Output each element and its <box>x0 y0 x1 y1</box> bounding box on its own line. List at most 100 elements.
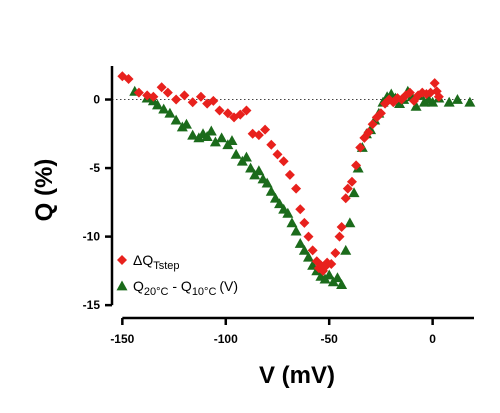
data-point-diamond <box>351 160 362 171</box>
data-point-triangle <box>201 131 213 141</box>
data-point-diamond <box>187 97 198 108</box>
data-point-triangle <box>290 225 302 236</box>
data-point-triangle <box>180 118 192 129</box>
data-point-triangle <box>164 107 176 118</box>
data-point-diamond <box>330 248 341 259</box>
data-point-triangle <box>240 151 252 162</box>
legend-label-subscript: 20°C <box>144 286 169 298</box>
data-point-diamond <box>334 231 345 242</box>
data-point-diamond <box>336 222 347 233</box>
legend: ΔQTstep Q20°C - Q10°C (V) <box>116 252 238 298</box>
data-point-diamond <box>326 259 337 270</box>
legend-label-main: Q <box>133 278 144 294</box>
data-point-triangle <box>226 135 238 146</box>
legend-marker-triangle <box>116 280 128 291</box>
data-point-diamond <box>340 193 351 204</box>
y-tick-label: 0 <box>93 93 100 107</box>
data-point-diamond <box>266 139 277 150</box>
data-point-triangle <box>245 162 257 173</box>
data-point-diamond <box>156 82 167 93</box>
data-point-triangle <box>336 279 348 289</box>
data-point-diamond <box>295 204 306 215</box>
x-tick-label: -100 <box>214 332 238 346</box>
data-point-triangle <box>269 192 281 203</box>
y-tick-label: -5 <box>89 161 100 175</box>
data-point-diamond <box>171 94 182 105</box>
data-point-diamond <box>162 87 173 98</box>
data-point-triangle <box>464 96 476 107</box>
axes <box>110 66 474 320</box>
data-point-triangle <box>348 187 360 198</box>
x-tick-label: -150 <box>110 332 134 346</box>
data-point-triangle <box>303 251 315 262</box>
data-point-diamond <box>195 91 206 102</box>
y-tick-label: -15 <box>83 298 101 312</box>
data-point-diamond <box>272 149 283 160</box>
y-tick-label: -10 <box>83 230 101 244</box>
data-point-diamond <box>214 105 225 116</box>
x-tick-label: 0 <box>429 332 436 346</box>
data-point-triangle <box>253 165 265 176</box>
legend-label-suffix: (V) <box>219 278 238 294</box>
data-point-diamond <box>123 73 134 84</box>
data-point-triangle <box>331 272 343 283</box>
data-point-triangle <box>294 237 306 248</box>
y-axis-title: Q (%) <box>31 159 58 222</box>
data-point-diamond <box>284 169 295 180</box>
data-point-triangle <box>216 132 228 143</box>
data-point-diamond <box>429 78 440 89</box>
data-point-diamond <box>307 245 318 256</box>
data-point-diamond <box>355 142 366 153</box>
x-axis-title: V (mV) <box>259 362 335 389</box>
legend-label-main: ΔQ <box>133 252 153 268</box>
data-point-diamond <box>433 91 444 102</box>
data-point-triangle <box>451 94 463 104</box>
data-point-triangle <box>187 129 199 140</box>
data-point-diamond <box>235 109 246 120</box>
data-point-triangle <box>230 148 242 159</box>
data-point-triangle <box>410 100 422 111</box>
data-point-triangle <box>323 269 335 280</box>
data-point-triangle <box>261 177 273 188</box>
data-point-diamond <box>299 217 310 228</box>
data-point-diamond <box>278 156 289 167</box>
data-point-triangle <box>152 99 164 110</box>
data-point-triangle <box>344 217 356 228</box>
data-point-triangle <box>286 217 298 228</box>
data-point-triangle <box>443 96 455 107</box>
tick-layer: 0 -5 -10 -15 -150 -100 -50 0 <box>83 93 437 346</box>
data-point-triangle <box>274 198 286 209</box>
data-point-diamond <box>247 128 258 139</box>
data-point-triangle <box>265 185 277 196</box>
data-point-triangle <box>340 244 352 255</box>
series-1 <box>117 71 444 276</box>
legend-diamond-shape <box>117 255 127 265</box>
data-point-diamond <box>367 119 378 130</box>
data-point-diamond <box>208 95 219 106</box>
data-point-triangle <box>170 114 182 125</box>
legend-triangle-shape <box>116 280 128 291</box>
data-point-triangle <box>209 136 221 147</box>
legend-label-subscript: 10°C <box>192 286 217 298</box>
data-point-diamond <box>404 87 415 98</box>
data-point-diamond <box>346 176 357 187</box>
data-point-triangle <box>158 103 170 114</box>
data-point-triangle <box>298 244 310 255</box>
x-tick-label: -50 <box>321 332 339 346</box>
data-point-diamond <box>363 127 374 138</box>
data-point-diamond <box>375 108 386 119</box>
data-point-diamond <box>148 91 159 102</box>
legend-label-subscript: Tstep <box>153 260 179 272</box>
legend-label-series-1: ΔQTstep <box>133 252 180 272</box>
legend-label-series-2: Q20°C - Q10°C (V) <box>133 278 238 298</box>
data-points <box>117 71 476 289</box>
data-point-triangle <box>282 207 294 218</box>
series-2 <box>129 85 476 289</box>
data-point-diamond <box>303 231 314 242</box>
legend-label-mid: - Q <box>168 278 191 294</box>
data-point-diamond <box>222 108 233 119</box>
data-point-triangle <box>205 125 217 136</box>
data-point-triangle <box>427 96 439 107</box>
data-point-diamond <box>260 124 271 135</box>
